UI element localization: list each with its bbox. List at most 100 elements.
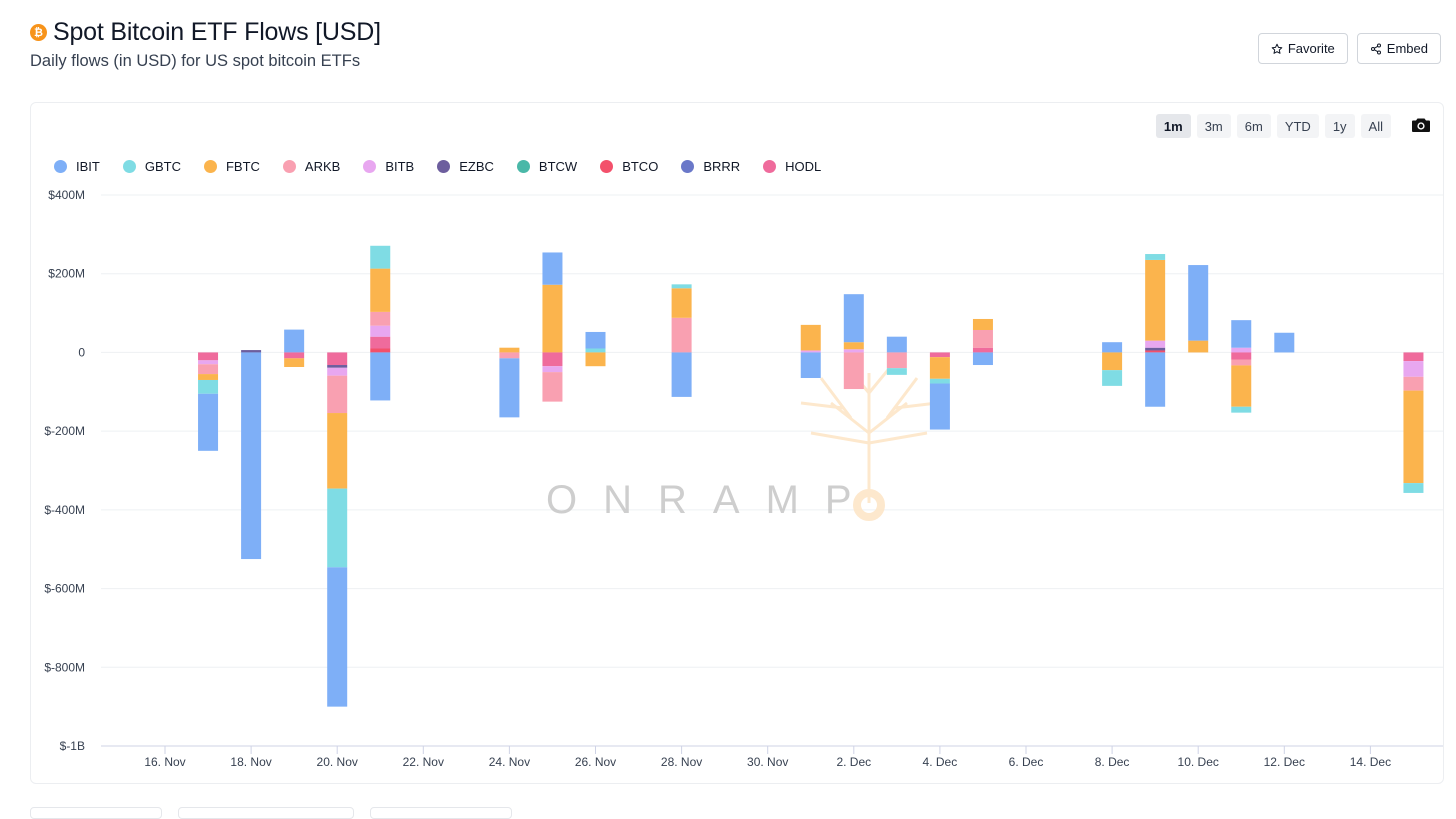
- bar-segment-ibit[interactable]: [499, 358, 520, 418]
- bar-segment-arkb[interactable]: [1403, 376, 1424, 391]
- bar-segment-fbtc[interactable]: [499, 347, 520, 353]
- favorite-button[interactable]: Favorite: [1257, 33, 1348, 64]
- bar-segment-bitb[interactable]: [843, 349, 864, 353]
- bar-stack[interactable]: [800, 324, 821, 379]
- bar-segment-gbtc[interactable]: [1403, 483, 1424, 493]
- bar-segment-ibit[interactable]: [370, 352, 391, 401]
- bar-stack[interactable]: [671, 284, 692, 397]
- bar-segment-gbtc[interactable]: [886, 368, 907, 375]
- bar-segment-hodl[interactable]: [1231, 352, 1252, 360]
- bar-segment-ibit[interactable]: [972, 352, 993, 366]
- bar-segment-bitb[interactable]: [327, 367, 348, 376]
- legend-item-ibit[interactable]: IBIT: [54, 159, 100, 174]
- bar-segment-gbtc[interactable]: [327, 488, 348, 568]
- bar-stack[interactable]: [1188, 265, 1209, 353]
- legend-item-btcw[interactable]: BTCW: [516, 159, 577, 174]
- bar-segment-fbtc[interactable]: [1188, 340, 1209, 353]
- bar-stack[interactable]: [1102, 342, 1123, 386]
- bar-segment-arkb[interactable]: [499, 352, 520, 359]
- footer-control[interactable]: [30, 807, 162, 819]
- bar-segment-ezbc[interactable]: [1145, 347, 1166, 351]
- bar-segment-fbtc[interactable]: [800, 324, 821, 351]
- bar-segment-gbtc[interactable]: [671, 284, 692, 289]
- bar-segment-bitb[interactable]: [1231, 347, 1252, 353]
- bar-segment-bitb[interactable]: [800, 350, 821, 353]
- legend-item-ezbc[interactable]: EZBC: [437, 159, 494, 174]
- bar-segment-gbtc[interactable]: [585, 348, 606, 353]
- bar-segment-ibit[interactable]: [929, 383, 950, 430]
- bar-segment-gbtc[interactable]: [1102, 370, 1123, 386]
- bar-segment-fbtc[interactable]: [198, 374, 219, 380]
- legend-item-brrr[interactable]: BRRR: [681, 159, 740, 174]
- bar-stack[interactable]: [241, 350, 262, 560]
- bar-segment-ibit[interactable]: [1274, 332, 1295, 353]
- bar-segment-fbtc[interactable]: [1403, 390, 1424, 484]
- legend-item-arkb[interactable]: ARKB: [282, 159, 340, 174]
- range-all[interactable]: All: [1360, 114, 1391, 138]
- bar-stack[interactable]: [542, 252, 563, 402]
- bar-segment-ezbc[interactable]: [327, 365, 348, 368]
- bar-segment-hodl[interactable]: [198, 352, 219, 361]
- bar-segment-hodl[interactable]: [327, 352, 348, 366]
- bar-segment-ibit[interactable]: [585, 331, 606, 349]
- bar-stack[interactable]: [1403, 352, 1424, 493]
- bar-stack[interactable]: [284, 329, 305, 367]
- bar-segment-hodl[interactable]: [284, 352, 305, 359]
- legend-item-hodl[interactable]: HODL: [763, 159, 821, 174]
- footer-control[interactable]: [178, 807, 354, 819]
- bar-segment-bitb[interactable]: [370, 325, 391, 337]
- bar-stack[interactable]: [843, 294, 864, 390]
- bar-segment-ibit[interactable]: [284, 329, 305, 353]
- bar-segment-arkb[interactable]: [327, 375, 348, 414]
- bar-segment-fbtc[interactable]: [972, 318, 993, 330]
- bar-segment-gbtc[interactable]: [1231, 406, 1252, 413]
- legend-item-btco[interactable]: BTCO: [600, 159, 658, 174]
- bar-segment-ibit[interactable]: [671, 352, 692, 397]
- bar-segment-arkb[interactable]: [843, 352, 864, 390]
- bar-segment-gbtc[interactable]: [198, 379, 219, 394]
- bar-segment-fbtc[interactable]: [284, 358, 305, 367]
- bar-stack[interactable]: [972, 318, 993, 366]
- bar-segment-arkb[interactable]: [370, 311, 391, 326]
- bar-segment-fbtc[interactable]: [542, 284, 563, 353]
- bar-segment-arkb[interactable]: [198, 364, 219, 375]
- bar-segment-hodl[interactable]: [972, 347, 993, 353]
- bar-stack[interactable]: [370, 245, 391, 401]
- bar-segment-hodl[interactable]: [370, 336, 391, 349]
- bar-segment-fbtc[interactable]: [671, 288, 692, 318]
- bar-segment-ibit[interactable]: [800, 352, 821, 379]
- bar-segment-fbtc[interactable]: [929, 357, 950, 379]
- bar-segment-btco[interactable]: [1145, 350, 1166, 353]
- bar-segment-gbtc[interactable]: [929, 378, 950, 384]
- legend-item-fbtc[interactable]: FBTC: [203, 159, 260, 174]
- bar-segment-bitb[interactable]: [1145, 340, 1166, 348]
- bar-segment-arkb[interactable]: [886, 352, 907, 369]
- range-6m[interactable]: 6m: [1236, 114, 1271, 138]
- bar-stack[interactable]: [1231, 320, 1252, 413]
- bar-segment-fbtc[interactable]: [585, 352, 606, 367]
- bar-segment-fbtc[interactable]: [1231, 365, 1252, 407]
- bar-segment-arkb[interactable]: [1231, 359, 1252, 366]
- bar-segment-bitb[interactable]: [542, 366, 563, 373]
- bar-segment-ibit[interactable]: [1231, 320, 1252, 348]
- range-ytd[interactable]: YTD: [1276, 114, 1319, 138]
- bar-segment-ibit[interactable]: [198, 393, 219, 451]
- bar-segment-gbtc[interactable]: [1145, 254, 1166, 260]
- footer-control[interactable]: [370, 807, 512, 819]
- bar-stack[interactable]: [1274, 332, 1295, 353]
- bar-stack[interactable]: [198, 352, 219, 451]
- bar-segment-ezbc[interactable]: [241, 350, 262, 353]
- bar-segment-ibit[interactable]: [843, 294, 864, 343]
- range-3m[interactable]: 3m: [1196, 114, 1231, 138]
- bar-segment-hodl[interactable]: [929, 352, 950, 358]
- bar-stack[interactable]: [499, 347, 520, 418]
- embed-button[interactable]: Embed: [1356, 33, 1441, 64]
- bar-segment-ibit[interactable]: [1102, 342, 1123, 353]
- bar-stack[interactable]: [585, 331, 606, 367]
- bar-stack[interactable]: [1145, 254, 1166, 407]
- bar-segment-bitb[interactable]: [198, 360, 219, 365]
- bar-segment-ibit[interactable]: [1188, 265, 1209, 341]
- bar-segment-arkb[interactable]: [972, 329, 993, 348]
- bar-segment-fbtc[interactable]: [327, 413, 348, 489]
- bar-segment-ibit[interactable]: [542, 252, 563, 285]
